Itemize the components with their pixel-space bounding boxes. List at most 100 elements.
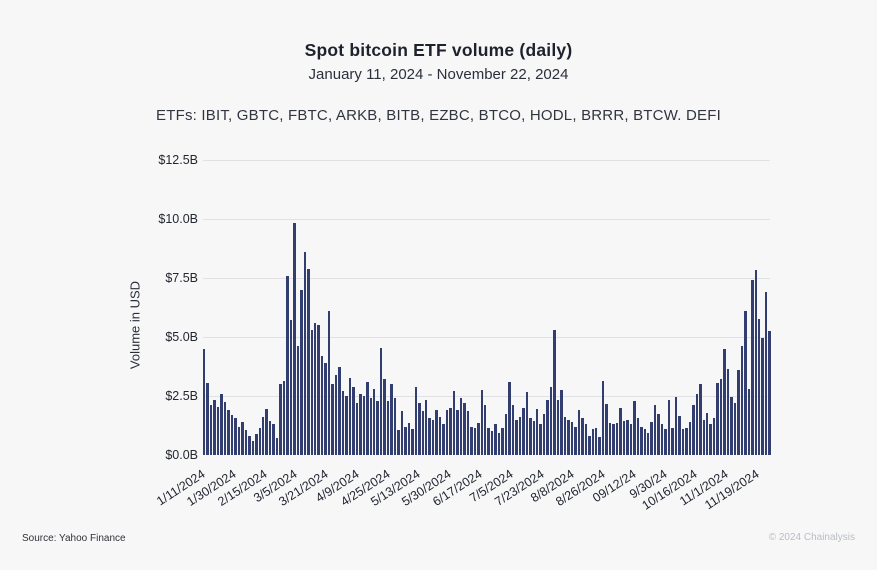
bar [615, 423, 619, 455]
gridline [203, 160, 770, 161]
bar [477, 423, 480, 455]
bar [695, 393, 699, 455]
bar [248, 436, 251, 455]
bar [594, 427, 598, 455]
bar [206, 383, 209, 455]
bar [445, 410, 449, 455]
bar [435, 410, 438, 455]
bar [647, 432, 650, 455]
bar [626, 419, 629, 455]
bar [400, 411, 404, 455]
bar [671, 427, 674, 455]
bar [712, 418, 716, 455]
bar [490, 431, 494, 455]
bar [546, 399, 549, 455]
bar [300, 289, 303, 455]
bar [459, 398, 463, 455]
bar [764, 292, 768, 455]
bar [393, 398, 397, 455]
bar [438, 417, 442, 455]
bar [567, 419, 570, 455]
bar [636, 418, 640, 455]
bar [261, 417, 265, 455]
bar [348, 378, 352, 455]
bar [286, 275, 289, 455]
bar [525, 392, 529, 455]
bar [761, 338, 764, 455]
bar [511, 405, 515, 455]
gridline [203, 337, 770, 338]
source-attribution: Source: Yahoo Finance [22, 533, 126, 544]
bar [688, 421, 692, 455]
bar [699, 384, 702, 455]
bar [320, 355, 324, 455]
bar [390, 384, 393, 455]
bar [581, 418, 584, 455]
bar [258, 427, 261, 455]
bar [605, 404, 608, 455]
bar [203, 348, 206, 455]
bar [726, 368, 730, 455]
y-tick-label: $2.5B [165, 389, 198, 403]
bar [334, 374, 338, 455]
bar [241, 421, 244, 455]
bar [497, 432, 501, 455]
plot-area [203, 160, 771, 455]
bar [220, 393, 223, 455]
bar [293, 222, 296, 455]
bar [366, 381, 369, 455]
bar [549, 386, 553, 455]
gridline [203, 278, 770, 279]
gridline [203, 396, 770, 397]
bar [685, 427, 688, 455]
bar [331, 384, 334, 455]
bar [719, 379, 723, 455]
bar [376, 400, 379, 455]
x-axis-tick-labels: 1/11/2024 1/30/2024 2/15/2024 3/5/2024 3/21/… [154, 458, 770, 513]
bar [619, 407, 622, 455]
bar [275, 438, 279, 455]
bar [577, 410, 581, 455]
bar [758, 319, 761, 455]
bar [425, 399, 428, 455]
bar [345, 396, 348, 455]
etf-ticker-list: ETFs: IBIT, GBTC, FBTC, ARKB, BITB, EZBC… [156, 107, 721, 124]
bar [237, 426, 241, 455]
bar [529, 418, 532, 455]
bar [768, 331, 771, 455]
bar [539, 424, 542, 455]
bar [556, 399, 560, 455]
bar [463, 403, 466, 455]
bar [282, 380, 286, 455]
bar [730, 397, 733, 455]
y-tick-label: $0.0B [165, 448, 198, 462]
y-tick-label: $10.0B [158, 212, 198, 226]
bar [227, 410, 230, 455]
bar [612, 424, 615, 455]
bar [296, 346, 300, 455]
y-tick-label: $12.5B [158, 153, 198, 167]
bar [272, 424, 275, 455]
bar [608, 423, 612, 455]
bar [598, 437, 601, 455]
bar [466, 411, 470, 455]
bar [359, 393, 362, 455]
bar [230, 414, 234, 455]
bar [692, 405, 695, 455]
bar [324, 362, 327, 455]
bar [379, 347, 383, 455]
bar [470, 426, 473, 455]
bar [255, 433, 258, 455]
copyright-notice: © 2024 Chainalysis [768, 532, 855, 543]
bar [574, 426, 577, 455]
bar [733, 403, 737, 455]
bar [411, 429, 414, 455]
bar [754, 269, 757, 455]
bar [542, 413, 546, 455]
bar [216, 406, 220, 455]
bar [279, 384, 282, 455]
bar [234, 418, 237, 455]
bar [532, 420, 535, 455]
bar [705, 412, 709, 455]
bar [487, 427, 490, 455]
